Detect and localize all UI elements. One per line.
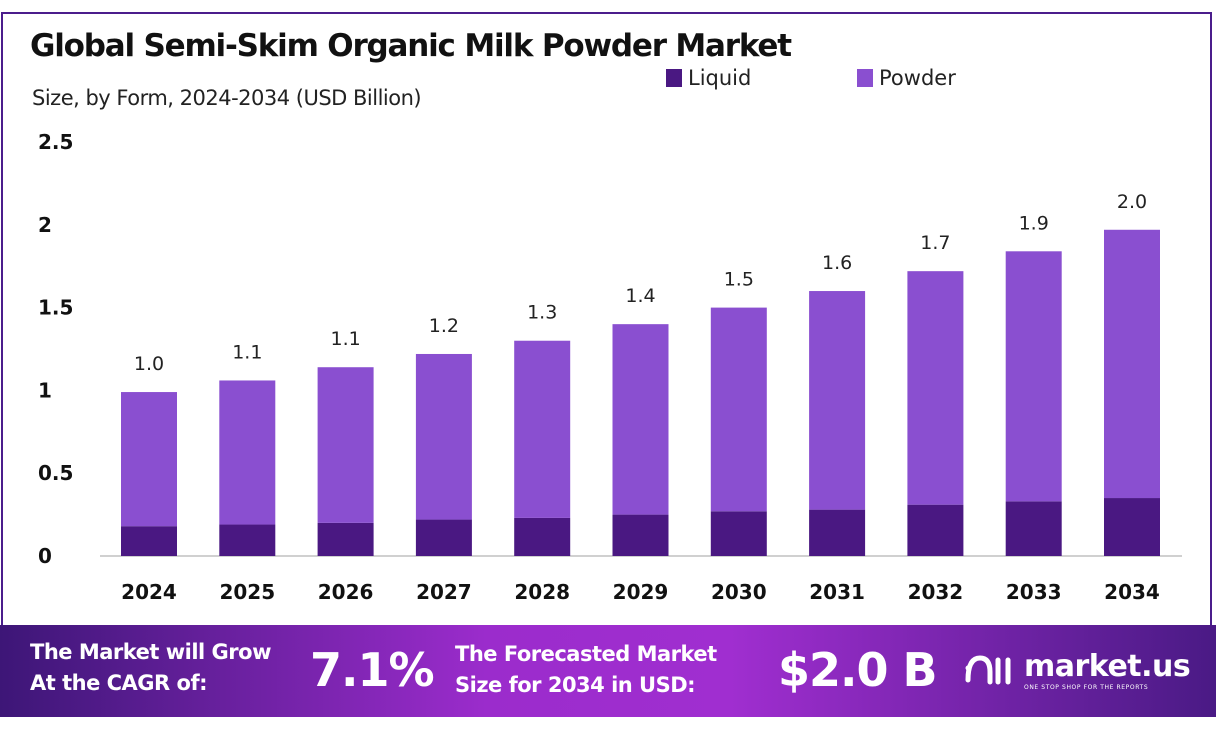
data-label-2024: 1.0 [134, 353, 164, 375]
data-label-2034: 2.0 [1117, 191, 1147, 213]
x-tick-label-2025: 2025 [219, 580, 275, 604]
bar-liquid-2028 [514, 517, 571, 556]
x-tick-label-2034: 2034 [1104, 580, 1160, 604]
bar-powder-2028 [514, 340, 571, 518]
bar-liquid-2032 [907, 504, 964, 556]
chart-frame [1, 12, 1212, 625]
x-tick-label-2029: 2029 [613, 580, 669, 604]
data-label-2029: 1.4 [625, 285, 655, 307]
bar-powder-2033 [1005, 251, 1062, 502]
legend-label-powder: Powder [879, 66, 956, 90]
chart-subtitle: Size, by Form, 2024-2034 (USD Billion) [32, 86, 422, 110]
data-label-2028: 1.3 [527, 302, 557, 324]
bar-liquid-2026 [317, 522, 374, 556]
legend-swatch-powder [857, 69, 873, 87]
chart-plot: 0 0.5 1 1.5 2 2.5 1.0 2024 1.1 2025 1.1 2026 1.2 2027… [38, 130, 1182, 604]
market-us-logo: market.us ONE STOP SHOP FOR THE REPORTS [962, 649, 1191, 691]
legend-swatch-liquid [666, 69, 682, 87]
data-label-2030: 1.5 [724, 269, 754, 291]
legend-item-powder: Powder [857, 66, 956, 90]
x-tick-label-2026: 2026 [318, 580, 374, 604]
bar-liquid-2027 [415, 519, 472, 556]
bar-powder-2034 [1104, 229, 1160, 499]
forecast-label-line1: The Forecasted Market [455, 642, 717, 666]
data-label-2027: 1.2 [429, 315, 459, 337]
logo-name: market.us [1024, 649, 1191, 684]
y-tick-label: 0.5 [38, 461, 73, 485]
forecast-label: The Forecasted Market Size for 2034 in U… [455, 639, 717, 701]
y-tick-label: 2 [38, 213, 52, 237]
bar-liquid-2031 [809, 509, 866, 556]
cagr-label-line2: At the CAGR of: [30, 671, 207, 695]
bar-liquid-2025 [219, 524, 276, 556]
bar-liquid-2030 [710, 511, 767, 556]
cagr-label-line1: The Market will Grow [30, 640, 271, 664]
x-tick-label-2030: 2030 [711, 580, 767, 604]
bar-powder-2030 [710, 307, 767, 512]
bar-powder-2024 [121, 392, 177, 527]
footer-banner: The Market will Grow At the CAGR of: 7.1… [0, 625, 1216, 717]
y-tick-label: 0 [38, 544, 52, 568]
bar-powder-2026 [317, 367, 374, 523]
x-tick-label-2033: 2033 [1006, 580, 1062, 604]
legend-label-liquid: Liquid [688, 66, 752, 90]
x-tick-label-2024: 2024 [121, 580, 177, 604]
x-tick-label-2028: 2028 [514, 580, 570, 604]
y-tick-label: 2.5 [38, 130, 73, 154]
data-label-2025: 1.1 [232, 341, 262, 363]
data-label-2031: 1.6 [822, 252, 852, 274]
y-tick-label: 1.5 [38, 296, 73, 320]
bar-powder-2029 [612, 324, 669, 515]
data-label-2026: 1.1 [330, 328, 360, 350]
chart-title: Global Semi-Skim Organic Milk Powder Mar… [30, 28, 792, 64]
x-tick-label-2032: 2032 [908, 580, 964, 604]
bar-liquid-2034 [1104, 498, 1160, 556]
y-tick-label: 1 [38, 378, 52, 402]
bar-powder-2027 [415, 353, 472, 520]
forecast-label-line2: Size for 2034 in USD: [455, 673, 696, 697]
bar-liquid-2033 [1005, 501, 1062, 556]
bar-powder-2025 [219, 380, 276, 525]
data-label-2032: 1.7 [920, 232, 950, 254]
forecast-value: $2.0 B [778, 643, 938, 697]
cagr-value: 7.1% [310, 643, 435, 697]
x-tick-label-2027: 2027 [416, 580, 472, 604]
bar-powder-2031 [809, 291, 866, 510]
cagr-label: The Market will Grow At the CAGR of: [30, 637, 271, 699]
bar-liquid-2024 [121, 526, 177, 556]
logo-tagline: ONE STOP SHOP FOR THE REPORTS [1024, 684, 1149, 691]
bar-liquid-2029 [612, 514, 669, 556]
x-tick-label-2031: 2031 [809, 580, 865, 604]
legend-item-liquid: Liquid [666, 66, 751, 90]
logo-icon [965, 655, 1011, 685]
bar-powder-2032 [907, 271, 964, 505]
data-label-2033: 1.9 [1019, 212, 1049, 234]
